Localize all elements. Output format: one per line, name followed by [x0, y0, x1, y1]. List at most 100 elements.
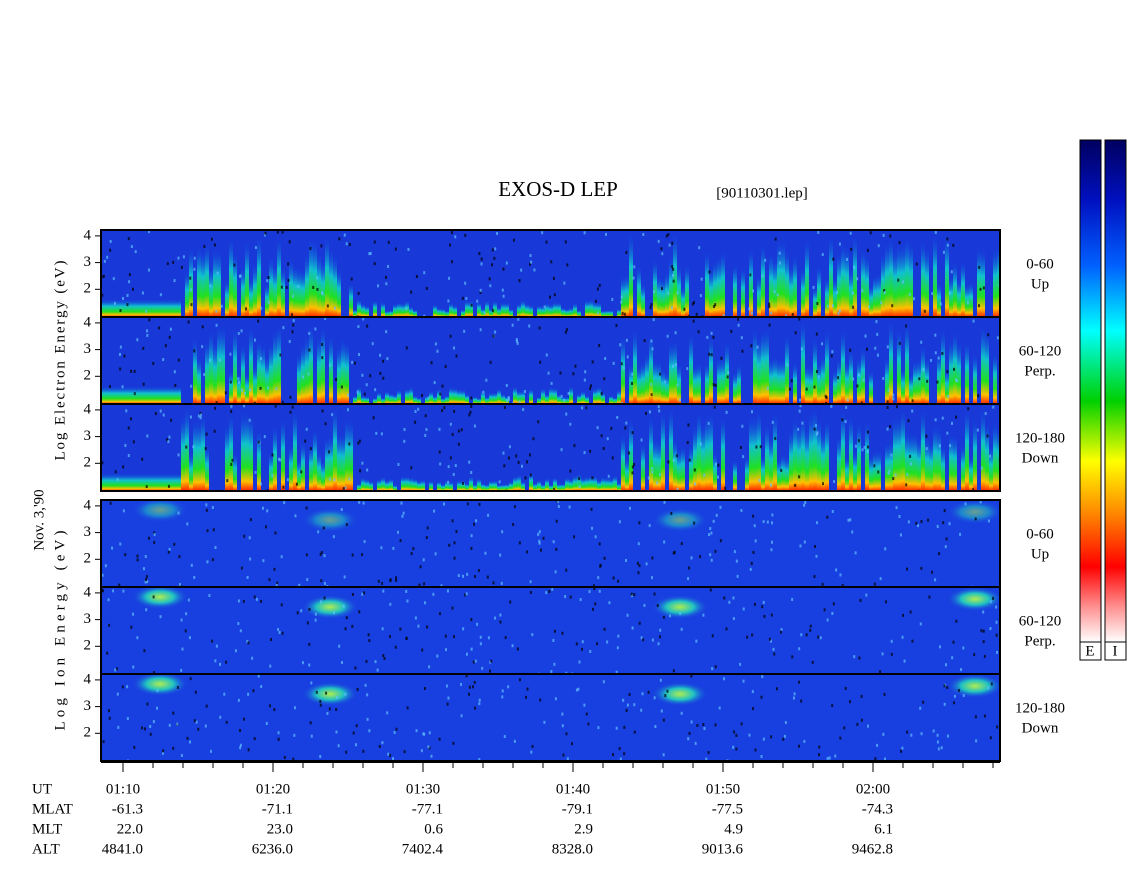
spectrogram-column — [577, 394, 581, 404]
spectrogram-column — [885, 357, 889, 404]
spectrogram-column — [321, 460, 325, 491]
spectrogram — [101, 500, 1000, 587]
spectrogram-noise — [943, 684, 946, 688]
spectrogram-noise — [920, 566, 923, 570]
spectrogram-column — [789, 265, 793, 317]
spectrogram-column — [481, 483, 485, 491]
spectrogram-noise — [594, 299, 597, 303]
spectrogram-noise — [109, 501, 112, 505]
spectrogram-column — [297, 459, 301, 491]
spectrogram-noise — [835, 568, 838, 572]
spectrogram-noise — [373, 240, 376, 244]
spectrogram-column — [761, 243, 765, 317]
spectrogram-column — [633, 329, 637, 404]
spectrogram-column — [781, 358, 785, 404]
spectrogram-noise — [703, 473, 706, 477]
spectrogram-noise — [695, 639, 698, 643]
spectrogram-noise — [889, 425, 892, 429]
spectrogram-noise — [257, 674, 260, 678]
spectrogram-noise — [531, 633, 534, 637]
spectrogram-noise — [566, 263, 569, 267]
spectrogram-column — [489, 480, 493, 491]
spectrogram-noise — [266, 279, 269, 283]
spectrogram-column — [517, 474, 521, 491]
spectrogram-column — [333, 406, 337, 491]
spectrogram-column — [609, 478, 613, 491]
spectrogram-noise — [995, 633, 998, 637]
spectrogram-column — [309, 444, 313, 491]
spectrogram-column — [457, 480, 461, 491]
date-label: Nov. 3,'90 — [31, 489, 47, 550]
spectrogram-column — [381, 397, 385, 404]
spectrogram-column — [945, 234, 949, 317]
spectrogram-noise — [877, 470, 880, 474]
spectrogram-noise — [473, 522, 476, 526]
spectrogram-noise — [361, 373, 364, 377]
spectrogram-noise — [850, 247, 853, 251]
spectrogram-noise — [291, 330, 294, 334]
spectrogram-noise — [593, 587, 596, 591]
spectrogram-noise — [632, 276, 635, 280]
spectrogram-noise — [216, 271, 219, 275]
spectrogram-background — [101, 587, 1000, 674]
spectrogram-noise — [342, 487, 345, 491]
spectrogram-noise — [674, 331, 677, 335]
spectrogram-column — [449, 302, 453, 317]
spectrogram-column — [933, 424, 937, 491]
spectrogram-column — [585, 300, 589, 317]
y-tick-label: 2 — [84, 551, 92, 567]
spectrogram-column — [949, 276, 953, 317]
spectrogram-noise — [707, 751, 710, 755]
spectrogram-noise — [357, 325, 360, 329]
spectrogram-noise — [307, 372, 310, 376]
spectrogram-column — [605, 310, 609, 317]
spectrogram-noise — [911, 399, 914, 403]
spectrogram-noise — [466, 502, 469, 506]
spectrogram-noise — [936, 524, 939, 528]
spectrogram-noise — [726, 375, 729, 379]
spectrogram-noise — [706, 335, 709, 339]
spectrogram-column — [305, 253, 309, 317]
spectrogram-noise — [101, 275, 104, 279]
spectrogram-column — [257, 429, 261, 491]
spectrogram-noise — [888, 469, 891, 473]
spectrogram-column — [761, 455, 765, 491]
spectrogram-noise — [628, 692, 631, 696]
spectrogram-column — [437, 307, 441, 317]
spectrogram-noise — [501, 530, 504, 534]
y-tick-label: 4 — [84, 584, 92, 600]
spectrogram-noise — [439, 462, 442, 466]
spectrogram-column — [801, 416, 805, 491]
spectrogram-noise — [539, 698, 542, 702]
spectrogram-column — [401, 302, 405, 317]
spectrogram-noise — [159, 615, 162, 619]
spectrogram-column — [445, 395, 449, 404]
spectrogram-noise — [903, 659, 906, 663]
spectrogram-column — [561, 307, 565, 317]
spectrogram-noise — [319, 552, 322, 556]
spectrogram-noise — [491, 248, 494, 252]
spectrogram-noise — [423, 314, 426, 317]
spectrogram-noise — [433, 509, 436, 513]
ephemeris-value: 4.9 — [724, 821, 743, 837]
spectrogram-noise — [133, 392, 136, 396]
spectrogram-noise — [308, 663, 311, 667]
spectrogram-column — [773, 355, 777, 404]
spectrogram-column — [417, 480, 421, 491]
spectrogram-noise — [911, 409, 914, 413]
spectrogram-column — [981, 408, 985, 491]
spectrogram-noise — [361, 461, 364, 465]
spectrogram-noise — [290, 313, 293, 317]
spectrogram-column — [357, 483, 361, 491]
spectrogram-noise — [936, 733, 939, 737]
spectrogram-column — [473, 483, 477, 491]
spectrogram-noise — [880, 301, 883, 305]
spectrogram-column — [701, 423, 705, 491]
spectrogram-noise — [133, 369, 136, 373]
spectrogram-noise — [264, 525, 267, 529]
spectrogram-column — [593, 475, 597, 491]
spectrogram-noise — [347, 408, 350, 412]
spectrogram-column — [957, 279, 961, 317]
spectrogram-noise — [113, 301, 116, 305]
spectrogram-noise — [131, 612, 134, 616]
